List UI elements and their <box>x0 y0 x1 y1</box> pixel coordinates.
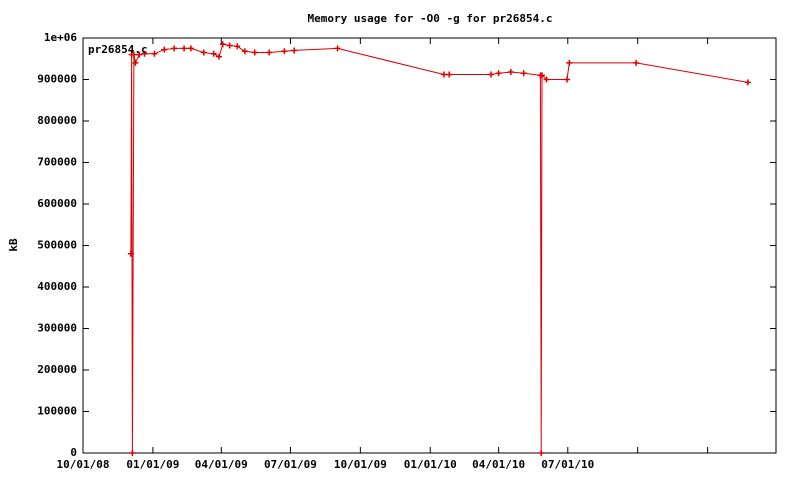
point-marker <box>564 76 571 83</box>
point-marker <box>219 41 226 48</box>
x-tick-label: 10/01/09 <box>334 458 387 471</box>
chart-title: Memory usage for -O0 -g for pr26854.c <box>307 12 552 25</box>
x-tick-label: 04/01/09 <box>195 458 248 471</box>
point-marker <box>187 45 194 52</box>
point-marker <box>488 71 495 78</box>
point-marker <box>171 45 178 52</box>
point-marker <box>543 76 550 83</box>
point-marker <box>251 49 258 56</box>
point-marker <box>129 450 136 456</box>
point-marker <box>127 250 134 257</box>
legend-label: pr26854.c <box>88 43 148 56</box>
point-marker <box>281 48 288 55</box>
point-marker <box>161 46 168 53</box>
x-tick-label: 01/01/10 <box>404 458 457 471</box>
y-tick-label: 0 <box>70 446 77 459</box>
point-marker <box>520 70 527 77</box>
point-marker <box>446 71 453 78</box>
point-marker <box>181 45 188 52</box>
y-tick-label: 200000 <box>37 363 77 376</box>
y-tick-label: 1e+06 <box>44 31 77 44</box>
x-tick-label: 01/01/09 <box>126 458 179 471</box>
point-marker <box>440 71 447 78</box>
y-tick-label: 700000 <box>37 156 77 169</box>
point-marker <box>538 450 545 456</box>
x-tick-label: 07/01/09 <box>264 458 317 471</box>
point-marker <box>291 47 298 54</box>
y-tick-label: 400000 <box>37 280 77 293</box>
point-marker <box>495 70 502 77</box>
line-series <box>130 43 748 454</box>
y-tick-label: 600000 <box>37 197 77 210</box>
plot-frame <box>82 37 777 454</box>
point-marker <box>633 59 640 66</box>
y-tick-label: 100000 <box>37 405 77 418</box>
point-marker <box>507 69 514 76</box>
point-marker <box>226 42 233 49</box>
point-marker <box>744 79 751 86</box>
x-tick-label: 10/01/08 <box>57 458 110 471</box>
point-marker <box>141 50 148 57</box>
point-marker <box>216 53 223 60</box>
point-marker <box>234 43 241 50</box>
point-marker <box>334 45 341 52</box>
x-tick-label: 04/01/10 <box>472 458 525 471</box>
point-marker <box>210 50 217 57</box>
point-marker <box>130 51 137 58</box>
y-tick-label: 300000 <box>37 322 77 335</box>
point-marker <box>136 51 143 58</box>
point-marker <box>538 72 545 79</box>
point-marker <box>566 59 573 66</box>
y-axis-label: kB <box>7 238 20 252</box>
x-tick-label: 07/01/10 <box>541 458 594 471</box>
point-marker <box>132 59 139 66</box>
y-tick-label: 900000 <box>37 73 77 86</box>
point-marker <box>241 48 248 55</box>
point-marker <box>151 50 158 57</box>
y-tick-label: 500000 <box>37 239 77 252</box>
y-tick-label: 800000 <box>37 114 77 127</box>
point-marker <box>266 49 273 56</box>
point-marker <box>200 49 207 56</box>
